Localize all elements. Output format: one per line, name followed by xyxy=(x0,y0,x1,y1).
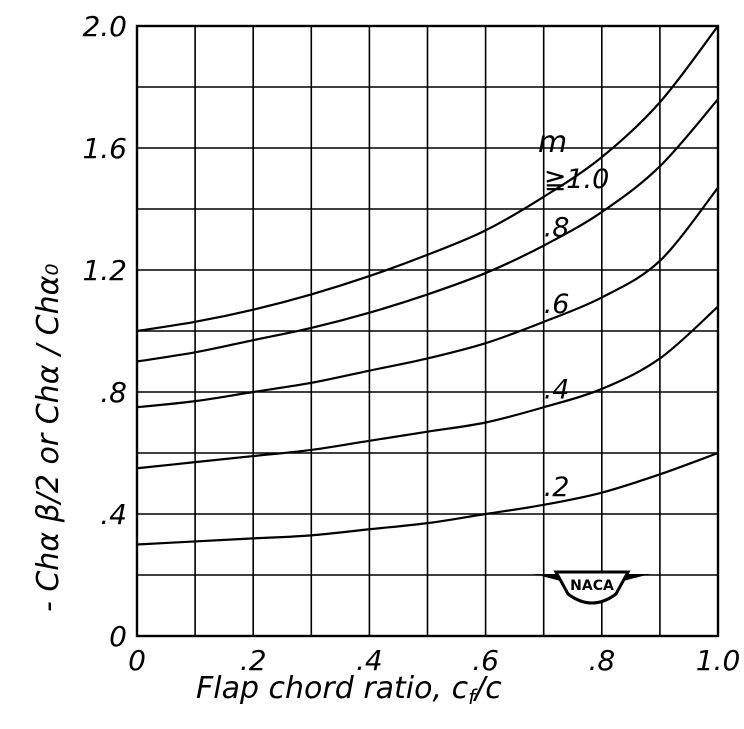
series-line-1 xyxy=(136,98,719,363)
x-tick-label-3: .6 xyxy=(472,644,499,677)
curve-labels: ≧1.0 .8 .6 .4 .2 xyxy=(544,164,610,503)
curve-label-2: .6 xyxy=(544,289,570,320)
x-axis-label-subscript: f xyxy=(468,685,478,709)
x-axis-label: Flap chord ratio, cf/c xyxy=(196,671,502,709)
x-tick-label-5: 1.0 xyxy=(696,644,741,677)
series-layer xyxy=(136,25,719,546)
y-tick-label-4: 1.6 xyxy=(82,132,127,165)
naca-logo-text: NACA xyxy=(570,578,614,594)
naca-shield xyxy=(553,570,631,605)
y-tick-label-5: 2.0 xyxy=(82,10,127,43)
series-line-2 xyxy=(136,186,719,409)
y-tick-label-1: .4 xyxy=(100,498,127,531)
tick-labels: 0 .2 .4 .6 .8 1.0 0 .4 .8 1.2 1.6 2.0 xyxy=(82,10,740,677)
x-tick-label-2: .4 xyxy=(356,644,383,677)
series-line-4 xyxy=(136,451,719,546)
curve-label-3: .4 xyxy=(544,374,570,405)
curve-label-1: .8 xyxy=(544,213,570,244)
curve-label-0: ≧1.0 xyxy=(544,164,610,195)
series-line-3 xyxy=(136,305,719,470)
y-axis-label: - Chα β/2 or Chα / Chα₀ xyxy=(31,264,66,612)
x-axis-label-main: Flap chord ratio, c xyxy=(196,671,469,706)
y-tick-label-2: .8 xyxy=(100,376,127,409)
x-tick-label-4: .8 xyxy=(588,644,615,677)
legend-title: m xyxy=(538,125,567,160)
grid xyxy=(136,25,719,637)
y-tick-label-0: 0 xyxy=(109,620,127,653)
naca-logo: NACA xyxy=(534,570,650,605)
y-tick-label-3: 1.2 xyxy=(82,254,127,287)
x-tick-label-1: .2 xyxy=(240,644,267,677)
x-axis-label-suffix: /c xyxy=(472,671,502,706)
series-line-0 xyxy=(136,25,719,333)
x-tick-label-0: 0 xyxy=(128,644,146,677)
curve-label-4: .2 xyxy=(544,472,570,503)
